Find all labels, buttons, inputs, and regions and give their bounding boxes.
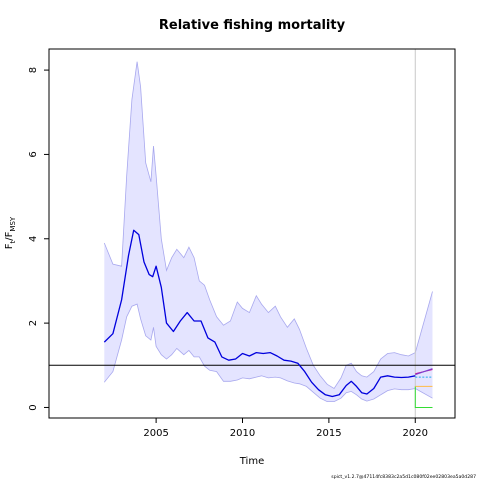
x-tick-label: 2010 [230, 428, 255, 439]
y-axis-title-sep: /F [4, 231, 15, 240]
y-tick-label: 4 [28, 236, 39, 242]
ci-lower-line [103, 303, 416, 403]
y-axis-title: Ft/FMSY [4, 216, 17, 249]
y-tick-label: 6 [28, 151, 39, 157]
forecast-ci-band [415, 291, 433, 399]
forecast-ci-upper-line [414, 291, 433, 353]
x-tick-label: 2005 [143, 428, 168, 439]
x-tick-label: 2015 [316, 428, 341, 439]
x-tick-label: 2020 [403, 428, 428, 439]
plot-frame [48, 48, 456, 419]
plot-area [49, 49, 455, 418]
version-label: spict_v1.2.7@47114fc8383c2a5d1c080f02ee0… [331, 474, 476, 480]
x-axis: 2005 2010 2015 2020 [143, 418, 428, 439]
y-axis-title-main: F [4, 243, 15, 249]
chart-title: Relative fishing mortality [159, 18, 346, 33]
ci-band [104, 61, 416, 402]
y-tick-label: 0 [28, 404, 39, 410]
ci-upper-line [103, 61, 416, 390]
y-tick-label: 8 [28, 67, 39, 73]
estimate-line [103, 229, 416, 398]
y-axis-title-sub2: MSY [9, 216, 17, 231]
forecast-median-line [415, 368, 433, 376]
forecast-zero-line [414, 386, 433, 408]
forecast-ci-lower-line [415, 388, 433, 399]
x-axis-title: Time [239, 456, 264, 467]
y-axis: 0 2 4 6 8 [28, 67, 49, 411]
y-axis-title-sub1: t [9, 240, 17, 243]
y-tick-label: 2 [28, 320, 39, 326]
